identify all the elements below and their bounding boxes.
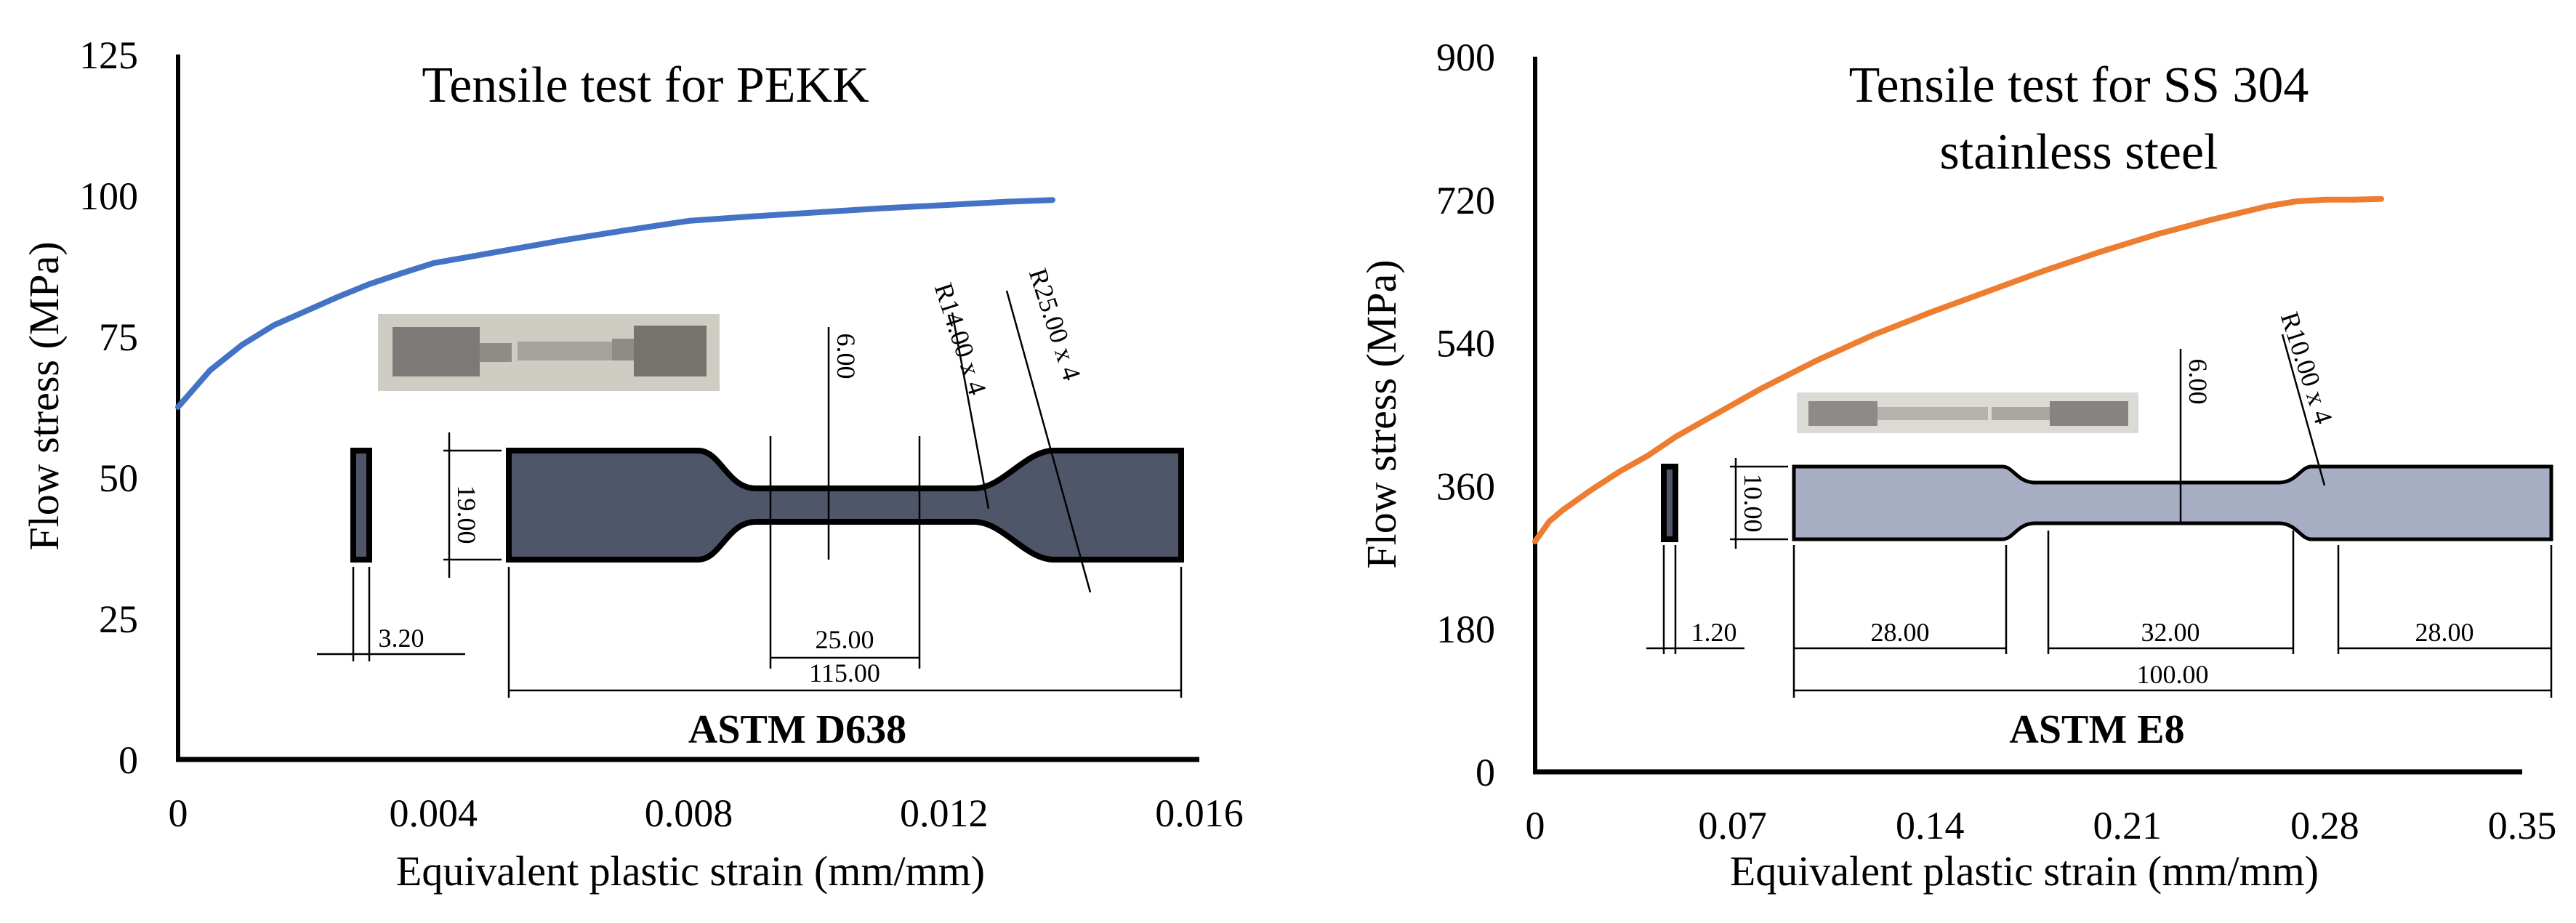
y-axis-label: Flow stress (MPa) [20,241,68,550]
x-tick-label: 0 [1526,804,1545,847]
y-tick-label: 360 [1436,464,1495,508]
x-tick-label: 0.28 [2290,804,2359,847]
dim-gauge-length: 32.00 [2141,618,2200,647]
specimen-photo [378,314,720,391]
y-tick-labels: 0 25 50 75 100 125 [79,33,138,782]
x-tick-label: 0.004 [390,791,478,835]
y-tick-label: 180 [1436,608,1495,651]
dim-thickness: 1.20 [1691,618,1737,647]
chart-pekk: Tensile test for PEKK 0 25 50 75 100 125 0 0.0… [20,33,1244,895]
dim-narrow-width: 6.00 [2183,359,2213,405]
dim-radius-small: R14.00 x 4 [929,279,992,398]
x-axis-label: Equivalent plastic strain (mm/mm) [396,847,985,895]
specimen-dogbone-e8 [1792,464,2553,541]
y-tick-label: 720 [1436,179,1495,222]
y-tick-label: 100 [79,174,138,218]
specimen-photo [1797,392,2138,433]
y-tick-label: 900 [1436,36,1495,79]
series-line-pekk [175,197,1055,410]
y-tick-label: 540 [1436,322,1495,366]
y-tick-label: 75 [99,315,138,359]
y-tick-label: 0 [1476,751,1495,794]
x-tick-label: 0.35 [2488,804,2557,847]
dimension-lines [317,290,1183,698]
dim-overall-length: 115.00 [809,658,880,688]
chart-title: Tensile test for PEKK [422,57,869,113]
x-tick-label: 0.012 [900,791,989,835]
y-tick-labels: 0 180 360 540 720 900 [1436,36,1495,794]
y-tick-label: 50 [99,456,138,500]
axes [1533,57,2522,775]
x-axis-label: Equivalent plastic strain (mm/mm) [1730,847,2319,895]
specimen-side-view [350,448,372,563]
specimen-side-view [1661,464,1678,542]
dim-width: 10.00 [1739,474,1768,533]
standard-label: ASTM E8 [2009,707,2184,752]
dim-width: 19.00 [452,485,481,544]
y-axis-label: Flow stress (MPa) [1358,259,1405,568]
x-tick-label: 0 [169,791,188,835]
x-tick-labels: 0 0.07 0.14 0.21 0.28 0.35 [1526,804,2557,847]
series-layer [175,197,1055,410]
dim-narrow-width: 6.00 [832,334,861,379]
dim-grip-left: 28.00 [1871,618,1930,647]
standard-label: ASTM D638 [688,707,906,752]
dim-grip-right: 28.00 [2415,618,2474,647]
y-tick-label: 25 [99,597,138,641]
y-tick-label: 0 [118,738,138,782]
x-tick-label: 0.07 [1698,804,1767,847]
chart-ss304: Tensile test for SS 304 stainless steel … [1358,36,2556,895]
chart-title-line-1: Tensile test for SS 304 [1849,57,2309,113]
dim-gauge-length: 25.00 [816,625,874,654]
x-tick-label: 0.016 [1155,791,1244,835]
dim-thickness: 3.20 [379,624,424,653]
x-tick-labels: 0 0.004 0.008 0.012 0.016 [169,791,1244,835]
dim-radius: R10.00 x 4 [2275,308,2338,427]
series-layer [1532,196,2384,544]
chart-title-line-2: stainless steel [1940,124,2218,180]
dim-overall-length: 100.00 [2137,660,2209,689]
x-tick-label: 0.14 [1896,804,1965,847]
x-tick-label: 0.21 [2093,804,2162,847]
x-tick-label: 0.008 [645,791,733,835]
dim-radius-large: R25.00 x 4 [1023,265,1087,384]
series-line-ss-304 [1532,196,2384,544]
specimen-dogbone-d638 [506,448,1184,563]
y-tick-label: 125 [79,33,138,77]
dimension-lines [1646,334,2553,698]
